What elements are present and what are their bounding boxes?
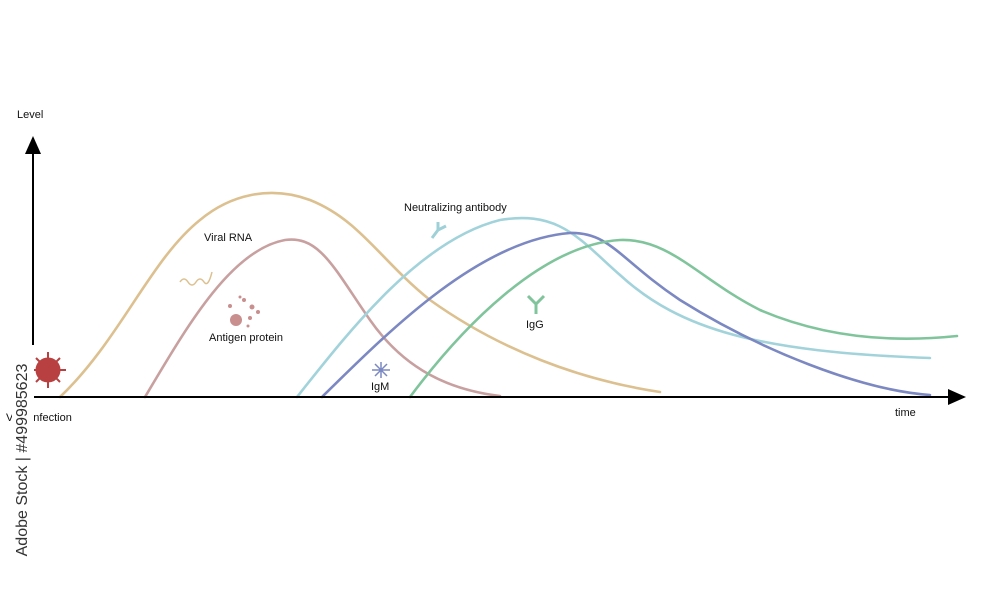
igm-icon (372, 362, 390, 378)
virus-icon (30, 352, 66, 388)
protein-icon (228, 295, 260, 328)
rna-icon (179, 271, 213, 286)
antigen-protein-curve (143, 238, 502, 399)
antigen-protein-label: Antigen protein (209, 332, 283, 344)
viral-rna-curve (58, 191, 662, 399)
igm-label: IgM (371, 381, 389, 393)
watermark-bg (12, 345, 34, 577)
igg-icon (526, 294, 546, 314)
neutralizing-antibody-icon (430, 222, 447, 239)
y-axis-label: Level (17, 109, 43, 121)
neutralizing-antibody-label: Neutralizing antibody (404, 202, 507, 214)
viral-rna-label: Viral RNA (204, 232, 253, 244)
watermark: Adobe Stock | #499985623 (14, 364, 31, 557)
neutralizing-antibody-curve (295, 216, 932, 399)
x-axis-label: time (895, 407, 916, 419)
igg-label: IgG (526, 319, 544, 331)
igg-curve (408, 238, 959, 399)
igm-curve (320, 231, 932, 399)
